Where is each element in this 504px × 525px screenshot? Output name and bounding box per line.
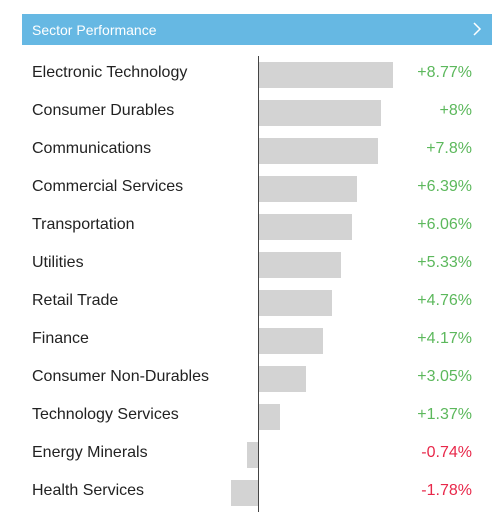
sector-name: Finance (32, 330, 89, 347)
sector-row[interactable]: Health Services -1.78% (0, 472, 504, 510)
sector-row[interactable]: Utilities +5.33% (0, 244, 504, 282)
sector-name: Technology Services (32, 406, 179, 423)
sector-bar (259, 252, 341, 278)
sector-row[interactable]: Electronic Technology +8.77% (0, 54, 504, 92)
sector-row[interactable]: Commercial Services +6.39% (0, 168, 504, 206)
sector-name: Commercial Services (32, 178, 184, 195)
sector-bar (259, 328, 323, 354)
sector-name: Utilities (32, 254, 84, 271)
sector-row[interactable]: Energy Minerals -0.74% (0, 434, 504, 472)
sector-change-value: +4.17% (417, 330, 472, 347)
sector-performance-header[interactable]: Sector Performance (22, 14, 492, 45)
sector-change-value: +3.05% (417, 368, 472, 385)
sector-name: Electronic Technology (32, 64, 188, 81)
zero-axis-line (258, 56, 259, 512)
chevron-right-icon (473, 22, 482, 36)
sector-bar (259, 100, 382, 126)
sector-bar (259, 404, 280, 430)
sector-bar (259, 214, 352, 240)
sector-change-value: +4.76% (417, 292, 472, 309)
sector-name: Consumer Durables (32, 102, 175, 119)
sector-name: Retail Trade (32, 292, 119, 309)
sector-change-value: +7.8% (426, 140, 472, 157)
sector-name: Energy Minerals (32, 444, 148, 461)
sector-change-value: -1.78% (421, 482, 472, 499)
sector-change-value: -0.74% (421, 444, 472, 461)
sector-change-value: +5.33% (417, 254, 472, 271)
sector-name: Consumer Non-Durables (32, 368, 209, 385)
sector-change-value: +8% (439, 102, 472, 119)
sector-bar (259, 176, 357, 202)
sector-bar (259, 290, 332, 316)
sector-bar (259, 366, 306, 392)
sector-row[interactable]: Finance +4.17% (0, 320, 504, 358)
sector-row[interactable]: Communications +7.8% (0, 130, 504, 168)
sector-name: Transportation (32, 216, 135, 233)
sector-row[interactable]: Consumer Durables +8% (0, 92, 504, 130)
sector-bar (259, 138, 379, 164)
sector-row[interactable]: Consumer Non-Durables +3.05% (0, 358, 504, 396)
sector-name: Communications (32, 140, 152, 157)
sector-bar (230, 480, 258, 506)
sector-bar (259, 62, 394, 88)
sector-row[interactable]: Retail Trade +4.76% (0, 282, 504, 320)
sector-change-value: +6.06% (417, 216, 472, 233)
sector-name: Health Services (32, 482, 145, 499)
header-title: Sector Performance (32, 21, 157, 38)
sector-row[interactable]: Transportation +6.06% (0, 206, 504, 244)
sector-bar (246, 442, 258, 468)
sector-change-value: +1.37% (417, 406, 472, 423)
sector-change-value: +8.77% (417, 64, 472, 81)
sector-row[interactable]: Technology Services +1.37% (0, 396, 504, 434)
sector-change-value: +6.39% (417, 178, 472, 195)
